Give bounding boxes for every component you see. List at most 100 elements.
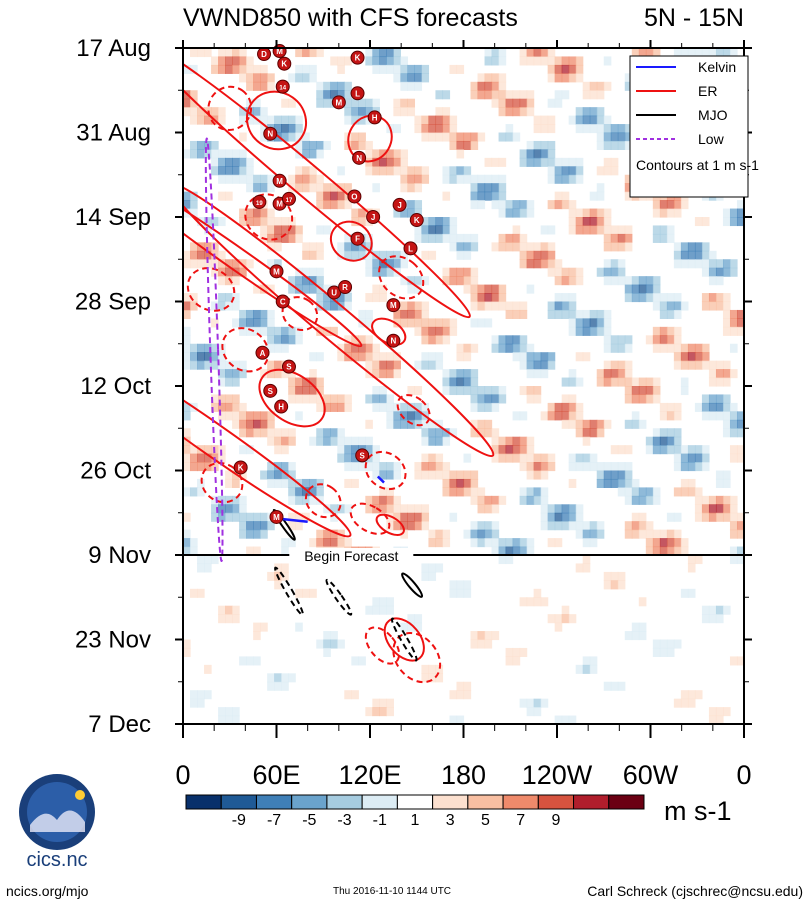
heatmap-cell [456, 132, 465, 142]
heatmap-cell [526, 495, 535, 505]
heatmap-cell [218, 259, 226, 269]
heatmap-cell [309, 183, 317, 193]
heatmap-cell [596, 107, 605, 117]
heatmap-cell [281, 326, 289, 336]
heatmap-cell [708, 276, 717, 286]
heatmap-cell [372, 284, 380, 294]
heatmap-cell [519, 309, 528, 319]
storm-marker-label: K [281, 60, 287, 69]
heatmap-cell [617, 369, 626, 379]
heatmap-cell [701, 352, 710, 362]
heatmap-cell [414, 233, 423, 243]
heatmap-cell [694, 250, 703, 260]
heatmap-cell [589, 538, 598, 548]
heatmap-cell [365, 394, 373, 404]
heatmap-cell [701, 402, 710, 412]
heatmap-cell [561, 64, 570, 74]
heatmap-cell [407, 81, 416, 91]
heatmap-cell [526, 597, 535, 607]
heatmap-cell [463, 250, 472, 260]
heatmap-cell [225, 48, 233, 58]
heatmap-cell [547, 56, 556, 66]
y-tick-label: 7 Dec [88, 711, 151, 738]
heatmap-cell [309, 250, 317, 260]
heatmap-cell [526, 386, 535, 396]
heatmap-cell [421, 124, 430, 134]
heatmap-cell [379, 462, 387, 472]
colorbar-swatch [573, 794, 610, 810]
contour-ellipse [221, 327, 270, 373]
heatmap-cell [589, 208, 598, 218]
heatmap-cell [561, 73, 570, 83]
contour-ellipse [183, 182, 495, 458]
heatmap-cell [414, 512, 423, 522]
heatmap-cell [218, 174, 226, 184]
heatmap-cell [407, 174, 416, 184]
heatmap-cell [253, 174, 261, 184]
heatmap-cell [372, 369, 380, 379]
heatmap-cell [498, 48, 507, 58]
heatmap-cell [351, 453, 359, 463]
heatmap-cell [351, 98, 359, 108]
heatmap-cell [421, 115, 430, 125]
heatmap-cell [540, 462, 549, 472]
heatmap-cell [267, 242, 275, 252]
heatmap-cell [197, 140, 205, 150]
heatmap-cell [428, 428, 437, 438]
heatmap-cell [456, 149, 465, 159]
heatmap-cell [533, 597, 542, 607]
storm-marker-icon [409, 213, 424, 228]
storm-marker: 19 [252, 194, 267, 209]
heatmap-cell [246, 419, 254, 429]
heatmap-cell [540, 512, 549, 522]
heatmap-cell [267, 470, 275, 480]
heatmap-cell [288, 428, 296, 438]
heatmap-cell [302, 174, 310, 184]
heatmap-cell [568, 419, 577, 429]
heatmap-cell [722, 369, 731, 379]
heatmap-cell [407, 183, 416, 193]
footer-author: Carl Schreck (cjschrec@ncsu.edu) [587, 883, 803, 899]
heatmap-cell [225, 411, 233, 421]
heatmap-cell [519, 335, 528, 345]
heatmap-cell [715, 267, 724, 277]
heatmap-cell [568, 715, 577, 724]
heatmap-cell [470, 183, 479, 193]
heatmap-cell [505, 453, 514, 463]
colorbar-label: -3 [337, 812, 351, 829]
heatmap-cell [246, 217, 254, 227]
legend-label: Kelvin [698, 59, 736, 75]
heatmap-cell [722, 512, 731, 522]
heatmap-cell [197, 250, 205, 260]
heatmap-cell [484, 56, 493, 66]
heatmap-cell [211, 157, 219, 167]
heatmap-cell [386, 605, 394, 615]
heatmap-cell [260, 64, 268, 74]
heatmap-cell [442, 470, 451, 480]
heatmap-cell [547, 225, 556, 235]
heatmap-cell [253, 107, 261, 117]
heatmap-cell [330, 183, 338, 193]
heatmap-cell [183, 512, 191, 522]
heatmap-cell [400, 504, 408, 514]
heatmap-cell [722, 48, 731, 58]
heatmap-cell [260, 107, 268, 117]
heatmap-cell [400, 318, 408, 328]
heatmap-cell [673, 48, 682, 58]
heatmap-cell [456, 369, 465, 379]
heatmap-cell [624, 495, 633, 505]
heatmap-cell [498, 301, 507, 311]
heatmap-cell [470, 369, 479, 379]
heatmap-cell [267, 174, 275, 184]
heatmap-cell [680, 343, 689, 353]
heatmap-cell [582, 208, 591, 218]
heatmap-cell [400, 183, 408, 193]
heatmap-cell [547, 462, 556, 472]
heatmap-cell [547, 411, 556, 421]
heatmap-cell [372, 605, 380, 615]
heatmap-cell [260, 208, 268, 218]
heatmap-cell [386, 250, 394, 260]
heatmap-cell [372, 360, 380, 370]
heatmap-cell [386, 267, 394, 277]
